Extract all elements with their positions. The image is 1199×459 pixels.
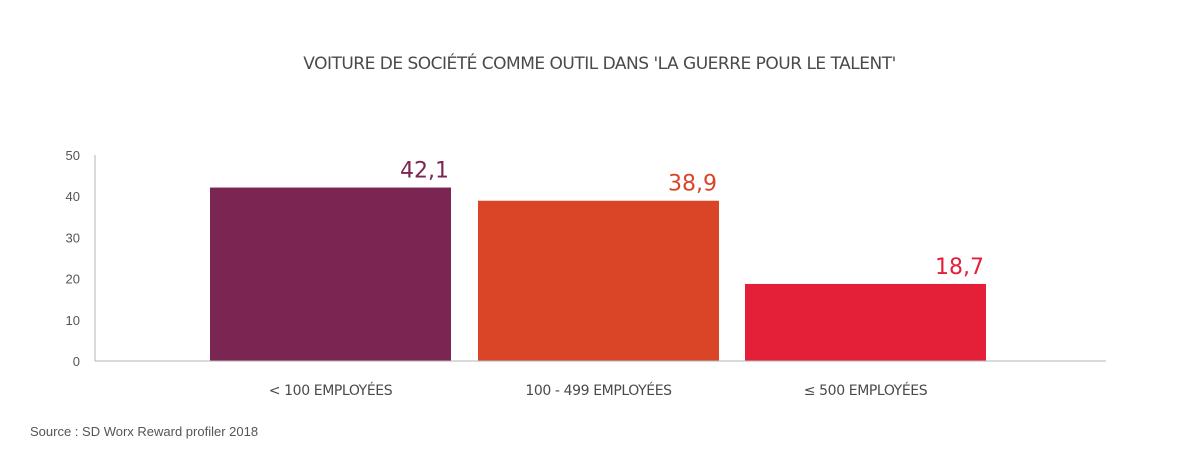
y-tick-label: 40 (66, 189, 80, 204)
bar (210, 187, 451, 361)
bar (478, 200, 719, 361)
chart-title: VOITURE DE SOCIÉTÉ COMME OUTIL DANS 'LA … (303, 54, 896, 74)
bar-value-label: 42,1 (400, 159, 449, 184)
bars (210, 187, 986, 361)
x-tick-label: < 100 EMPLOYÉES (269, 382, 393, 399)
bar-value-label: 38,9 (668, 172, 717, 197)
y-tick-label: 30 (66, 230, 80, 245)
bar (745, 283, 986, 361)
source-note: Source : SD Worx Reward profiler 2018 (30, 424, 259, 439)
y-tick-label: 50 (66, 148, 80, 163)
x-tick-label: ≤ 500 EMPLOYÉES (804, 382, 928, 399)
y-tick-label: 0 (73, 354, 80, 369)
y-tick-label: 10 (66, 313, 80, 328)
value-labels: 42,1 38,9 18,7 (400, 159, 984, 280)
y-tick-label: 20 (66, 272, 80, 287)
x-tick-label: 100 - 499 EMPLOYÉES (525, 382, 672, 399)
bar-value-label: 18,7 (935, 255, 984, 280)
x-axis: < 100 EMPLOYÉES 100 - 499 EMPLOYÉES ≤ 500 … (95, 360, 1106, 399)
y-axis: 0 10 20 30 40 50 (66, 148, 96, 369)
